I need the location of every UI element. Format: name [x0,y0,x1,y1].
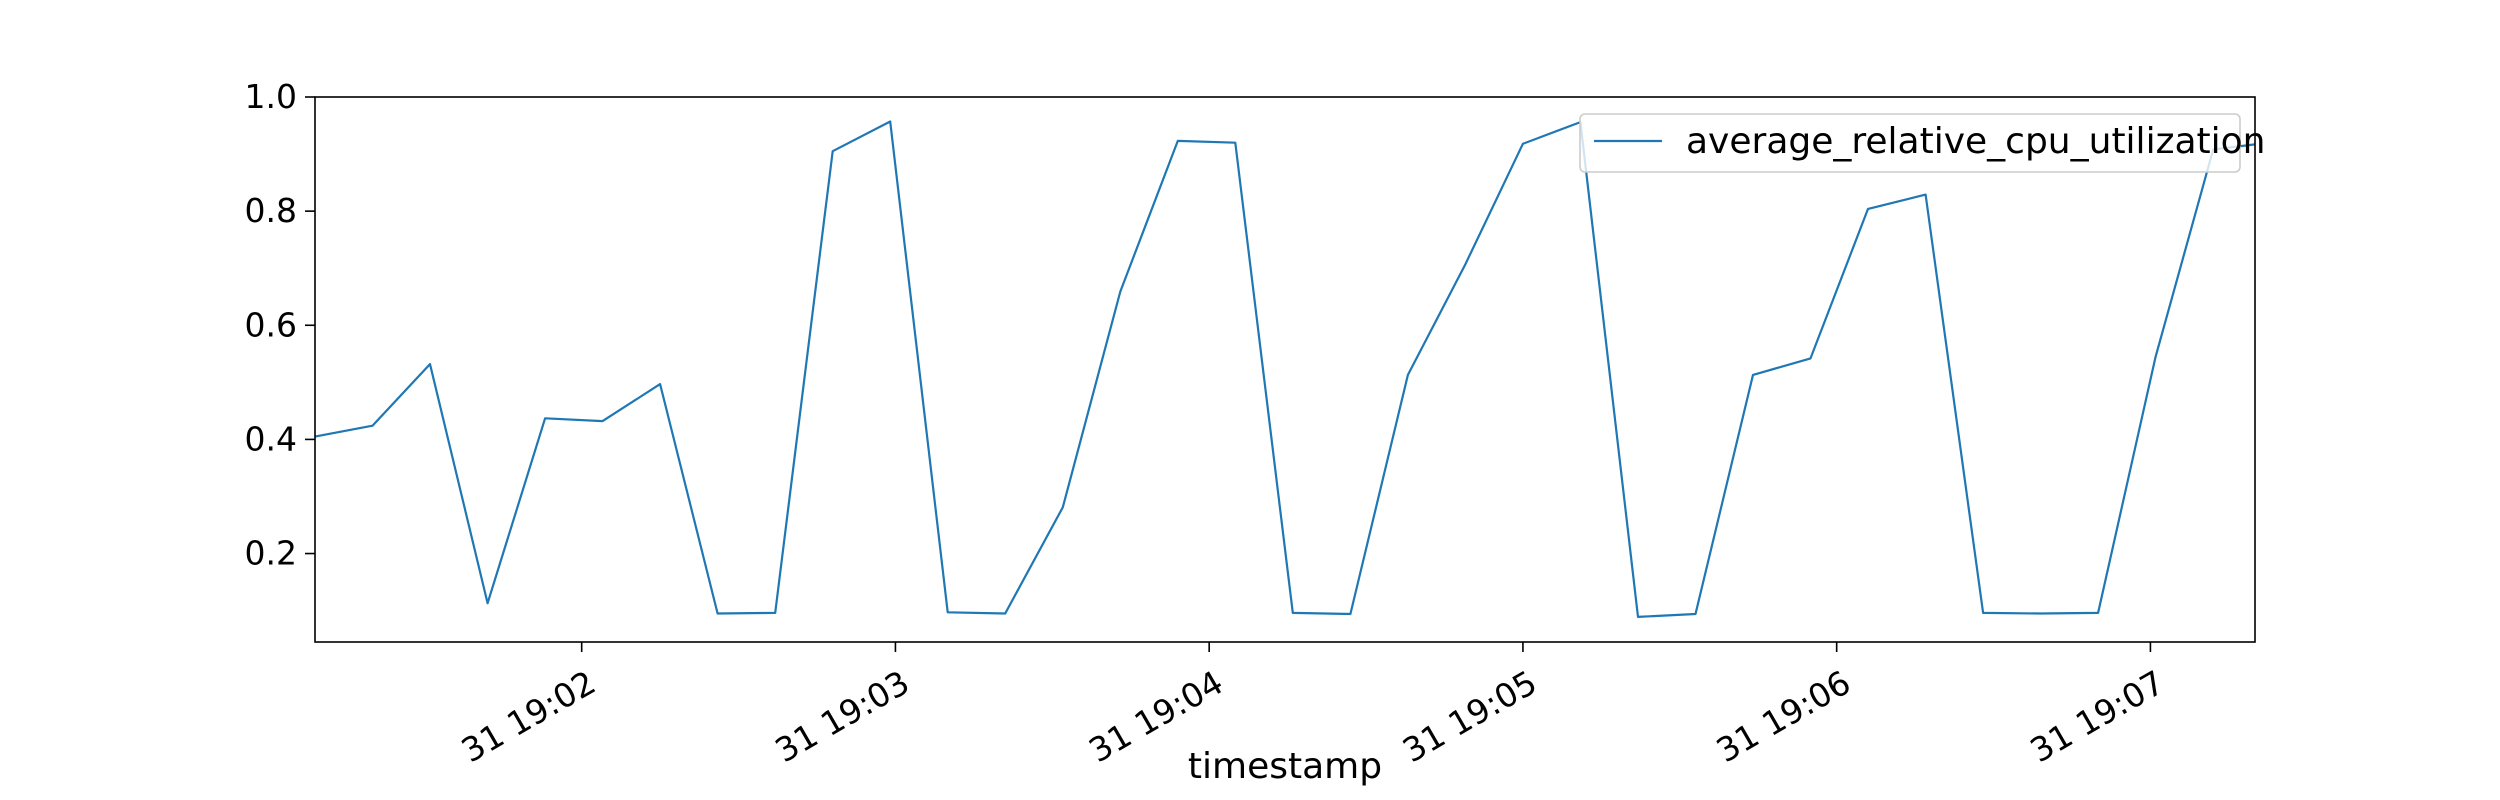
y-tick-label: 0.2 [245,534,297,573]
x-axis-label: timestamp [1188,746,1382,787]
x-tick-label: 31 19:03 [769,663,916,771]
x-tick-label: 31 19:07 [2023,663,2170,771]
y-tick-label: 1.0 [245,77,297,116]
x-tick-label: 31 19:06 [1710,663,1857,771]
y-tick-label: 0.6 [245,305,297,344]
series-line-average-relative-cpu-utilization [314,120,2256,619]
plot-area-frame [314,96,2256,643]
legend: average_relative_cpu_utilization [1579,113,2265,173]
y-tick-label: 0.8 [245,191,297,230]
y-axis-ticks: 0.2 0.4 0.6 0.8 1.0 [245,77,315,573]
legend-label: average_relative_cpu_utilization [1686,121,2265,162]
y-tick-label: 0.4 [245,419,297,458]
legend-box [1579,113,2241,173]
x-tick-label: 31 19:02 [455,663,602,771]
x-tick-label: 31 19:05 [1396,663,1543,771]
